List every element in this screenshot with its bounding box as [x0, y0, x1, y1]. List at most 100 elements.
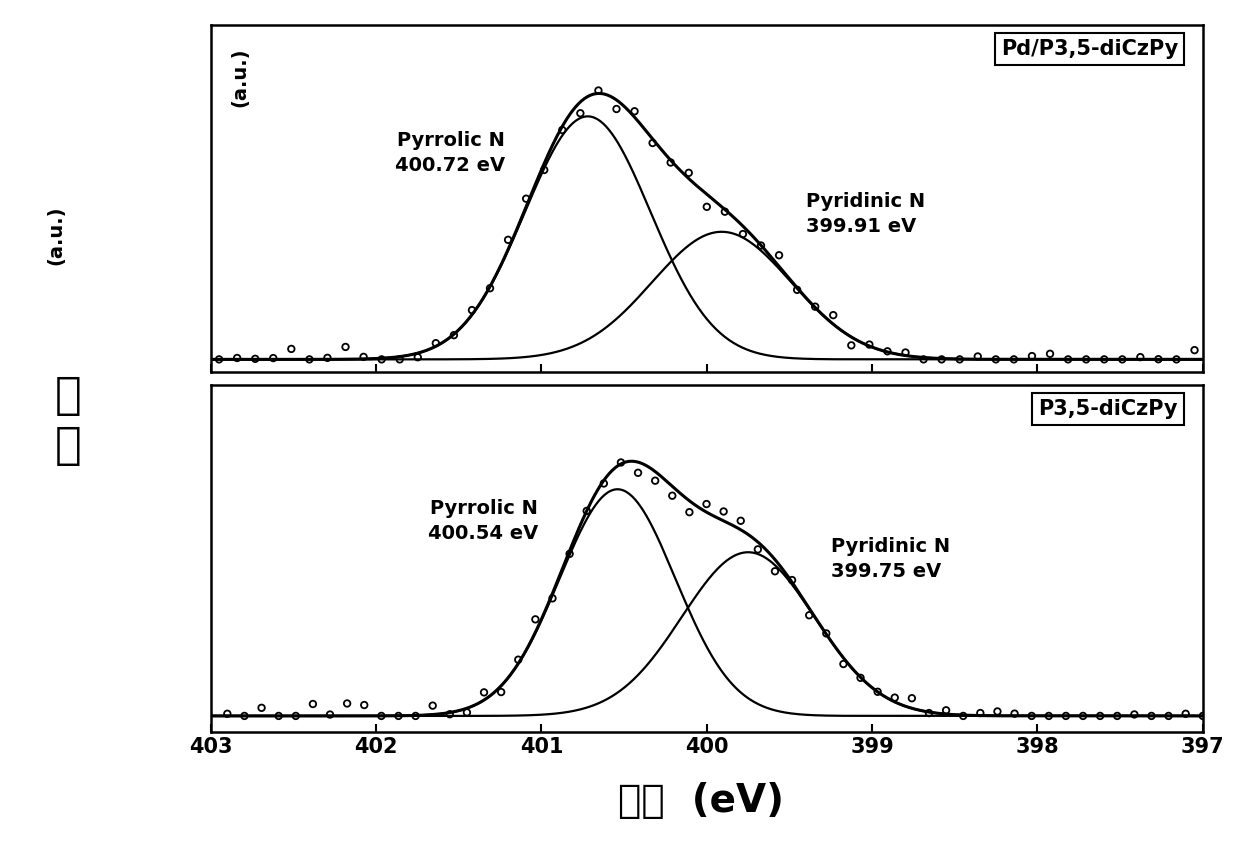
Point [286, 709, 306, 722]
Text: Pyrrolic N
400.72 eV: Pyrrolic N 400.72 eV [396, 131, 506, 175]
Point [748, 542, 768, 556]
Point [303, 697, 322, 711]
Point [1112, 352, 1132, 366]
Point [526, 612, 546, 626]
Point [895, 346, 915, 359]
Point [733, 227, 753, 241]
Point [971, 706, 991, 720]
Point [715, 205, 735, 219]
Text: Pyridinic N
399.91 eV: Pyridinic N 399.91 eV [806, 192, 925, 235]
Point [227, 352, 247, 365]
Point [805, 300, 825, 314]
Point [570, 107, 590, 120]
Point [697, 200, 717, 214]
Point [480, 282, 500, 295]
Text: P3,5-diCzPy: P3,5-diCzPy [1039, 399, 1178, 419]
Point [751, 239, 771, 252]
Point [252, 701, 272, 715]
Point [885, 691, 905, 705]
Point [1193, 709, 1213, 722]
Point [859, 338, 879, 352]
Point [919, 706, 939, 720]
Point [642, 136, 662, 150]
Point [680, 505, 699, 519]
Point [697, 497, 717, 510]
Point [645, 474, 665, 488]
Point [1094, 352, 1114, 366]
Point [372, 709, 392, 722]
Point [425, 336, 445, 350]
Point [606, 103, 626, 116]
Point [1004, 352, 1024, 366]
Point [355, 698, 374, 711]
Point [851, 671, 870, 685]
Point [474, 685, 494, 699]
Text: (a.u.): (a.u.) [46, 206, 66, 265]
Point [1039, 709, 1059, 722]
Point [320, 708, 340, 722]
Point [986, 352, 1006, 366]
Point [625, 104, 645, 118]
Point [823, 309, 843, 322]
Point [629, 466, 649, 479]
Point [1158, 709, 1178, 722]
Point [210, 352, 229, 366]
Point [1022, 709, 1042, 722]
Point [491, 685, 511, 699]
Point [714, 505, 734, 518]
Point [816, 627, 836, 640]
Point [389, 352, 409, 366]
Point [1184, 343, 1204, 357]
Text: Pd/P3,5-diCzPy: Pd/P3,5-diCzPy [1001, 39, 1178, 59]
Point [543, 591, 563, 605]
Point [1107, 709, 1127, 722]
Point [458, 706, 477, 719]
Point [234, 709, 254, 722]
Point [868, 685, 888, 699]
Point [353, 350, 373, 363]
Point [950, 352, 970, 366]
Point [423, 699, 443, 712]
Point [787, 283, 807, 297]
Point [388, 709, 408, 722]
Point [337, 696, 357, 710]
Point [968, 350, 988, 363]
Point [508, 653, 528, 666]
Point [931, 352, 951, 366]
Point [782, 574, 802, 587]
Point [769, 248, 789, 262]
Point [336, 341, 356, 354]
Point [405, 709, 425, 722]
Point [611, 456, 631, 469]
Point [1073, 709, 1092, 722]
Text: Pyrrolic N
400.54 eV: Pyrrolic N 400.54 eV [429, 499, 538, 542]
Point [833, 658, 853, 671]
Point [730, 514, 750, 527]
Point [678, 167, 698, 180]
Point [842, 339, 862, 352]
Point [594, 477, 614, 490]
Point [800, 609, 820, 622]
Point [559, 547, 579, 561]
Point [954, 709, 973, 722]
Point [901, 691, 921, 705]
Point [936, 704, 956, 717]
Text: (a.u.): (a.u.) [231, 47, 249, 107]
Point [1040, 347, 1060, 361]
Point [300, 352, 320, 366]
Point [1176, 707, 1195, 721]
Point [1125, 708, 1145, 722]
Point [577, 504, 596, 517]
Point [1056, 709, 1076, 722]
Point [878, 345, 898, 358]
Point [1076, 352, 1096, 366]
Point [987, 705, 1007, 718]
Point [914, 352, 934, 366]
Point [498, 233, 518, 246]
Point [1004, 707, 1024, 721]
Point [372, 352, 392, 366]
Point [662, 489, 682, 502]
Point [1142, 709, 1162, 722]
Point [269, 709, 289, 722]
Point [263, 352, 283, 365]
